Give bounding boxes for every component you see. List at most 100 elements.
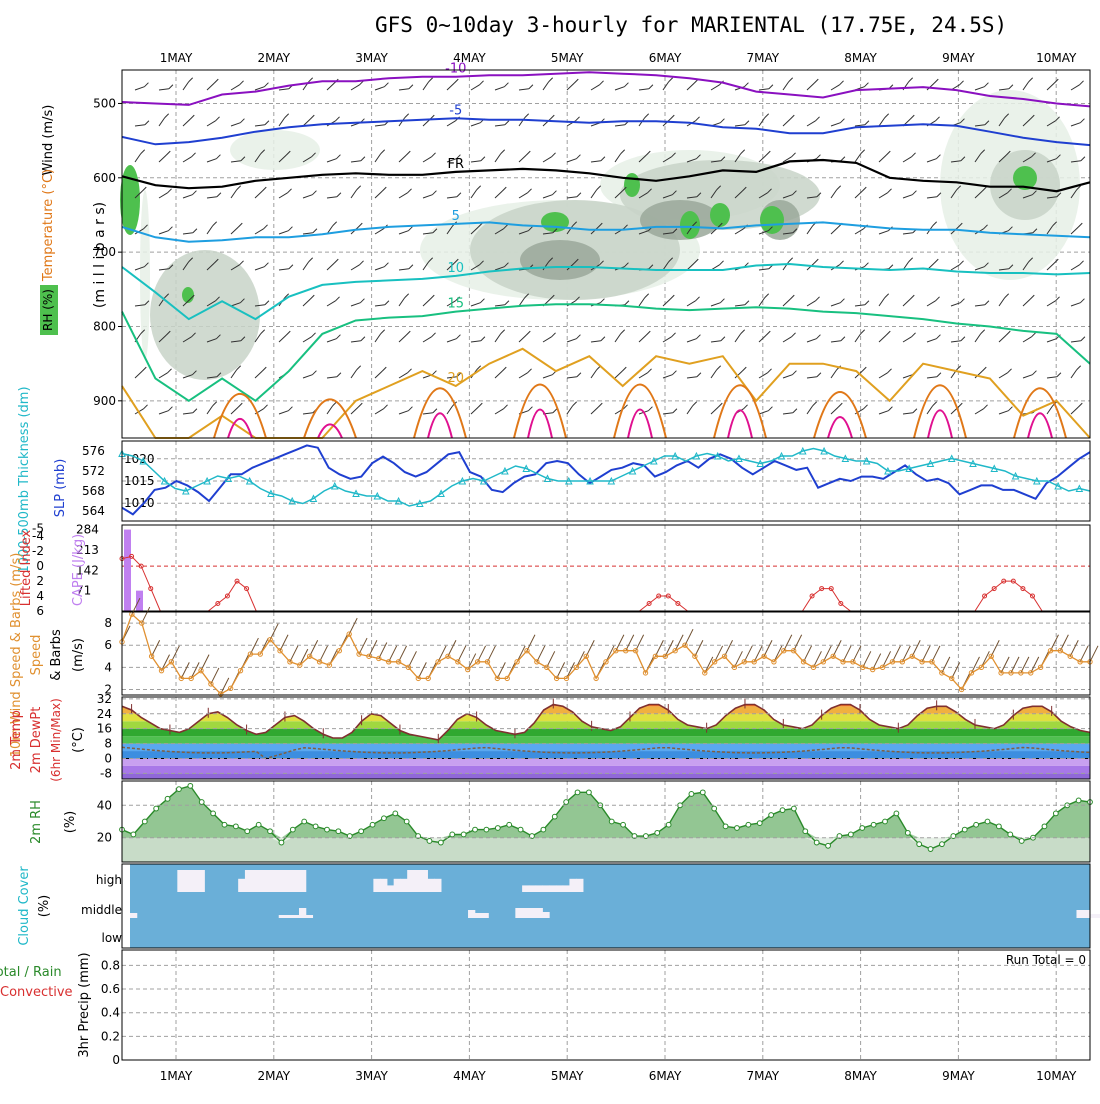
upper-wind-barb-flag [335, 296, 340, 302]
warm-contour [413, 387, 467, 439]
upper-wind-barb-flag [1007, 368, 1012, 374]
rh-point [1075, 797, 1082, 804]
upper-wind-barb [230, 189, 238, 199]
upper-wind-barb [998, 117, 1006, 127]
rh-point [745, 821, 752, 828]
upper-wind-barb [998, 297, 1006, 307]
cloud-high-block [427, 878, 435, 892]
upper-wind-barb-flag [479, 80, 484, 86]
upper-wind-barb-flag [261, 366, 267, 372]
thickness-tick-label: 564 [82, 504, 105, 518]
surface-wind-barb [931, 645, 941, 663]
isotherm-label: FR [448, 157, 465, 172]
rh-point [813, 839, 820, 846]
upper-wind-barb [302, 298, 311, 307]
upper-wind-barb [566, 376, 577, 379]
upper-wind-barb [710, 160, 721, 163]
upper-wind-barb [974, 86, 985, 91]
upper-wind-barb-flag [407, 188, 412, 194]
upper-wind-barb [230, 84, 240, 91]
wind-speed-point [385, 659, 392, 665]
upper-wind-barb-flag [240, 156, 246, 162]
lifted-index-line [121, 555, 1090, 612]
lifted-index-point [838, 601, 844, 607]
upper-wind-barb [182, 261, 190, 271]
upper-wind-barb [902, 156, 912, 163]
upper-wind-barb [806, 376, 817, 379]
wind-speed-point [603, 659, 609, 665]
upper-wind-barb [518, 230, 529, 235]
rh-point [847, 831, 854, 838]
warm-contour [913, 384, 967, 439]
upper-wind-barb [1022, 336, 1032, 343]
upper-wind-barb [374, 153, 382, 163]
thickness-point [586, 476, 594, 485]
upper-wind-barb-flag [1079, 80, 1084, 86]
rh-point [187, 782, 194, 789]
thickness-point [650, 456, 658, 465]
upper-wind-barb-flag [549, 114, 555, 120]
lifted-tick-label: -5 [32, 522, 44, 536]
upper-wind-barb [1022, 118, 1031, 127]
rh-point [392, 810, 399, 817]
rh-shading [640, 200, 720, 240]
upper-wind-barb-flag [1077, 222, 1083, 228]
upper-wind-barb-flag [1008, 264, 1014, 270]
panels: 1MAY 2MAY 3MAY 4MAY 5MAY 6MAY 7MAY 8MAY 9MAY 10MA… [0, 51, 1100, 1083]
upper-wind-barb [662, 374, 673, 379]
upper-wind-barb [926, 82, 935, 91]
slp-thickness-y-labels: 1000-500mb Thickness (dm) SLP (mb) [17, 386, 68, 573]
upper-wind-barb [134, 266, 145, 271]
surface-wind-barb [704, 656, 714, 674]
isotherm-line [121, 221, 1091, 243]
upper-wind-barb-flag [980, 329, 986, 335]
lifted-index-y-labels: Lifted Index CAPE (J/kg) [19, 529, 86, 606]
upper-wind-barb [590, 406, 599, 415]
upper-wind-barb-flag [1056, 154, 1061, 160]
temp-tick-label: 16 [97, 722, 112, 736]
upper-wind-barb-flag [551, 152, 556, 158]
surface-wind-barb [358, 637, 368, 655]
upper-wind-barb [1070, 302, 1081, 307]
upper-wind-barb [662, 336, 672, 343]
cloud-high-block [299, 870, 307, 892]
upper-wind-barb [830, 189, 838, 199]
upper-wind-barb-flag [1080, 298, 1085, 304]
cloud-middle-block [1096, 914, 1100, 918]
upper-wind-barb [734, 333, 742, 343]
wind-speed-point [1047, 648, 1054, 654]
temp-band [122, 743, 1090, 752]
upper-wind-barb [134, 124, 145, 127]
wind-speed-point [178, 675, 184, 682]
upper-wind-barb [998, 154, 1007, 163]
upper-wind-barb-flag [620, 329, 626, 335]
slp-axis-label: SLP (mb) [53, 459, 68, 518]
temp-tick-label: 0 [104, 752, 112, 766]
cape-bar [124, 529, 131, 611]
rh-point [574, 789, 581, 796]
wind-speed-point [761, 653, 767, 659]
pressure-tick-label: 500 [93, 96, 116, 110]
upper-wind-barb-flag [863, 404, 868, 410]
surface-wind-barb [151, 640, 161, 657]
rh-point [711, 805, 718, 812]
precip-tick-label: 0 [112, 1053, 120, 1067]
cloud-middle-block [535, 908, 543, 918]
upper-wind-barb [542, 194, 553, 199]
upper-wind-barb-flag [768, 406, 773, 412]
upper-wind-barb-flag [669, 114, 675, 120]
rh-point [176, 786, 182, 792]
upper-wind-barb-flag [189, 294, 195, 300]
upper-wind-barb [302, 261, 310, 271]
upper-wind-barb-flag [624, 262, 629, 268]
upper-wind-barb [326, 405, 334, 415]
upper-wind-barb-flag [552, 408, 558, 414]
upper-wind-barb [710, 84, 720, 91]
upper-wind-barb [254, 86, 265, 91]
wind-speed-point [642, 670, 649, 676]
hot-contour [227, 417, 253, 439]
upper-wind-barb [134, 86, 145, 91]
lifted-tick-label: 4 [36, 589, 44, 603]
thickness-point [905, 464, 913, 472]
wind-speed-point [909, 653, 915, 659]
